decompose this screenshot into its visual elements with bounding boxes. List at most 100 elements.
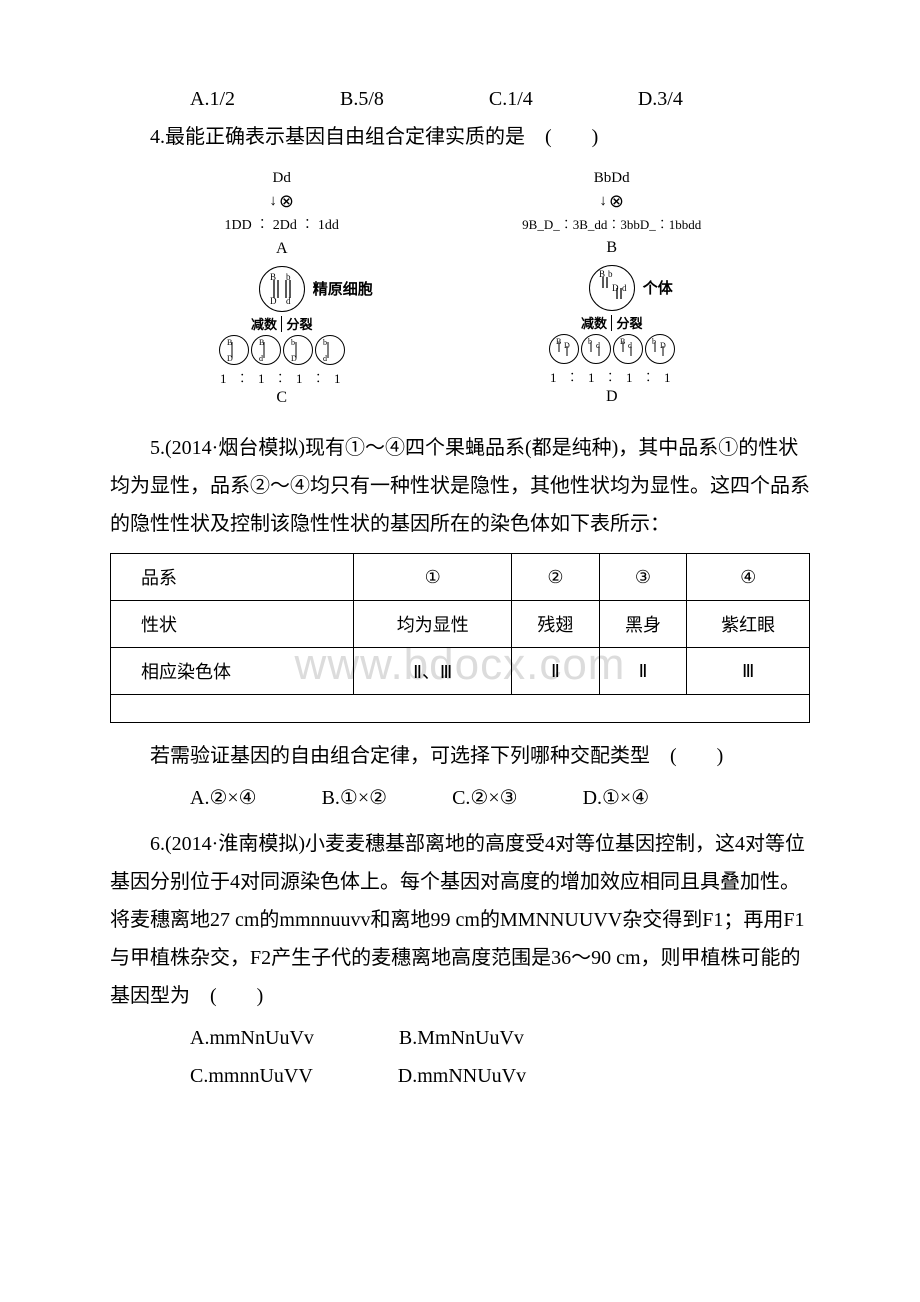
svg-text:b: b (286, 272, 291, 282)
q3-options: A.1/2 B.5/8 C.1/4 D.3/4 (110, 80, 810, 118)
table-cell: Ⅲ (687, 648, 810, 695)
q3-option-c: C.1/4 (449, 80, 533, 118)
table-cell: 性状 (111, 601, 354, 648)
chromosome-icon: B b D d (264, 271, 300, 307)
table-cell: 残翅 (512, 601, 600, 648)
table-header: ② (512, 554, 600, 601)
table-cell: 相应染色体 (111, 648, 354, 695)
diag-a-arrow: ↓ ⊗ (269, 191, 294, 212)
diag-d-parent: B b D d 个体 (589, 265, 635, 311)
gamete-icon: bD (283, 335, 313, 365)
vline-icon (281, 316, 283, 332)
table-cell: Ⅱ (512, 648, 600, 695)
q6-option-d: D.mmNNUuVv (358, 1057, 526, 1095)
q6-option-a: A.mmNnUuVv (150, 1019, 314, 1057)
gamete-icon: Bd (613, 334, 643, 364)
q4-diagrams: Dd ↓ ⊗ 1DD ︰ 2Dd ︰ 1dd A B b D d (110, 170, 810, 415)
svg-text:d: d (286, 296, 291, 306)
table-row: 相应染色体 Ⅱ、Ⅲ Ⅱ Ⅱ Ⅲ (111, 648, 810, 695)
q5-option-c: C.②×③ (412, 779, 517, 817)
q3-option-d: D.3/4 (598, 80, 683, 118)
diag-d-side: 个体 (643, 277, 673, 298)
diag-c-meiosis-label: 减数 分裂 (251, 314, 313, 333)
q4-stem: 4.最能正确表示基因自由组合定律实质的是 ( ) (110, 118, 810, 156)
q4-col-ac: Dd ↓ ⊗ 1DD ︰ 2Dd ︰ 1dd A B b D d (219, 170, 345, 415)
q4-col-bd: BbDd ↓ ⊗ 9B_D_︰3B_dd︰3bbD_︰1bbdd B B b D (522, 170, 701, 415)
svg-text:b: b (323, 338, 327, 347)
vline-icon (611, 315, 613, 331)
meiosis-right: 分裂 (616, 313, 642, 332)
meiosis-right: 分裂 (286, 314, 312, 333)
q5-option-b: B.①×② (282, 779, 387, 817)
svg-text:D: D (660, 341, 666, 350)
table-header: 品系 (111, 554, 354, 601)
q5-stem2: 若需验证基因的自由组合定律，可选择下列哪种交配类型 ( ) (110, 737, 810, 775)
diag-d-meiosis-label: 减数 分裂 (581, 313, 643, 332)
diag-b-label: B (606, 239, 617, 257)
q6-option-c: C.mmnnUuVV (150, 1057, 313, 1095)
q5-option-d: D.①×④ (543, 779, 650, 817)
gamete-icon: bD (645, 334, 675, 364)
diag-d-label: D (606, 388, 618, 406)
diag-c-block: B b D d 精原细胞 减数 分裂 BD Bd (219, 266, 345, 415)
meiosis-left: 减数 (251, 314, 277, 333)
svg-text:d: d (628, 341, 632, 350)
diag-c-side: 精原细胞 (313, 278, 373, 299)
table-cell: Ⅱ、Ⅲ (354, 648, 512, 695)
table-row (111, 695, 810, 723)
diag-a-ratio: 1DD ︰ 2Dd ︰ 1dd (225, 214, 339, 234)
svg-text:d: d (259, 354, 263, 362)
svg-text:b: b (652, 338, 656, 346)
svg-text:b: b (291, 338, 295, 347)
svg-text:B: B (227, 338, 232, 347)
svg-text:d: d (323, 354, 327, 362)
diag-d-ratio: 1 ︰ 1 ︰ 1 ︰ 1 (550, 367, 674, 386)
table-row: 性状 均为显性 残翅 黑身 紫红眼 (111, 601, 810, 648)
diag-a-label: A (276, 240, 288, 258)
svg-text:d: d (622, 283, 627, 293)
svg-text:b: b (608, 270, 613, 279)
diag-c-ratio: 1 ︰ 1 ︰ 1 ︰ 1 (220, 368, 344, 387)
diag-c-gametes: BD Bd bD bd (219, 335, 345, 365)
q6-option-b: B.MmNnUuVv (359, 1019, 524, 1057)
q6-options-row2: C.mmnnUuVV D.mmNNUuVv (110, 1057, 810, 1095)
q5-stem1: 5.(2014·烟台模拟)现有①～④四个果蝇品系(都是纯种)，其中品系①的性状均… (110, 429, 810, 543)
svg-text:D: D (270, 296, 277, 306)
svg-text:D: D (612, 283, 619, 293)
gamete-icon: BD (549, 334, 579, 364)
q3-option-a: A.1/2 (150, 80, 235, 118)
diag-a-top: Dd (273, 170, 291, 187)
diag-b-ratio: 9B_D_︰3B_dd︰3bbD_︰1bbdd (522, 214, 701, 233)
table-row: 品系 ① ② ③ ④ (111, 554, 810, 601)
table-cell: Ⅱ (599, 648, 687, 695)
svg-text:b: b (588, 338, 592, 346)
table-cell: 均为显性 (354, 601, 512, 648)
gamete-icon: bd (315, 335, 345, 365)
diag-d-block: B b D d 个体 减数 分裂 BD bd (549, 265, 675, 414)
svg-text:B: B (556, 338, 561, 346)
svg-text:B: B (259, 338, 264, 347)
gamete-icon: bd (581, 334, 611, 364)
diag-c-label: C (276, 389, 287, 407)
self-cross-icon: ⊗ (279, 191, 294, 212)
svg-text:d: d (596, 341, 600, 350)
arrow-down-icon: ↓ (599, 193, 607, 210)
q6-stem: 6.(2014·淮南模拟)小麦麦穗基部离地的高度受4对等位基因控制，这4对等位基… (110, 825, 810, 1015)
chromosome-icon: B b D d (594, 270, 630, 306)
diag-b-top: BbDd (594, 170, 630, 187)
q5-option-a: A.②×④ (150, 779, 257, 817)
gamete-icon: BD (219, 335, 249, 365)
q5-table: 品系 ① ② ③ ④ 性状 均为显性 残翅 黑身 紫红眼 相应染色体 Ⅱ、Ⅲ Ⅱ… (110, 553, 810, 723)
diag-d-gametes: BD bd Bd bD (549, 334, 675, 364)
q6-options-row1: A.mmNnUuVv B.MmNnUuVv (110, 1019, 810, 1057)
svg-text:D: D (564, 341, 570, 350)
table-cell: 紫红眼 (687, 601, 810, 648)
svg-text:B: B (599, 270, 605, 279)
gamete-icon: Bd (251, 335, 281, 365)
q5-options: A.②×④ B.①×② C.②×③ D.①×④ (110, 779, 810, 817)
diag-c-parent: B b D d 精原细胞 (259, 266, 305, 312)
arrow-down-icon: ↓ (269, 193, 277, 210)
svg-text:B: B (270, 272, 276, 282)
table-header: ① (354, 554, 512, 601)
table-header: ④ (687, 554, 810, 601)
